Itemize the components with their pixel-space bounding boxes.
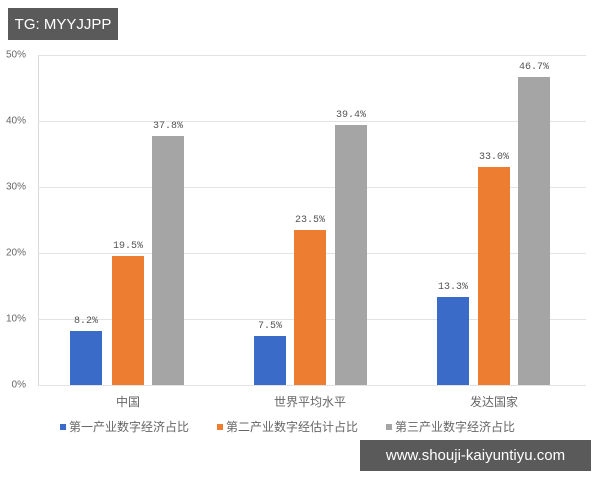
legend-item-series3: 第三产业数字经济占比 <box>386 418 515 435</box>
y-tick-label: 20% <box>5 247 26 259</box>
x-category-label: 中国 <box>115 395 141 409</box>
gridline <box>38 121 586 122</box>
legend-label: 第一产业数字经济占比 <box>69 420 190 434</box>
bar-value-label: 8.2% <box>73 315 99 327</box>
gridline <box>38 385 586 386</box>
y-tick-label: 30% <box>5 181 26 193</box>
legend-item-series2: 第二产业数字经估计占比 <box>217 418 358 435</box>
bar-series3 <box>152 135 184 385</box>
legend-swatch-icon <box>386 423 393 430</box>
bar-value-label: 39.4% <box>335 109 367 121</box>
top-watermark-badge: TG: MYYJJPP <box>8 8 118 40</box>
bar-series1 <box>70 330 102 385</box>
gridline <box>38 187 586 188</box>
bar-value-label: 23.5% <box>294 214 326 226</box>
legend-swatch-icon <box>217 423 224 430</box>
bottom-watermark-badge: www.shouji-kaiyuntiyu.com <box>360 440 591 471</box>
y-axis-line <box>38 55 39 385</box>
chart-legend: 第一产业数字经济占比 第二产业数字经估计占比 第三产业数字经济占比 <box>60 418 515 435</box>
bar-series3 <box>518 76 550 385</box>
chart-plot-area: 8.2% 19.5% 37.8% 7.5% 23.5% 39.4% 13.3% 33.0% 46… <box>38 55 586 386</box>
bar-series2 <box>112 256 144 385</box>
y-tick-label: 40% <box>5 115 26 127</box>
bar-value-label: 37.8% <box>152 120 184 132</box>
bar-value-label: 33.0% <box>478 152 510 164</box>
legend-swatch-icon <box>60 423 66 430</box>
x-category-label: 发达国家 <box>469 395 519 409</box>
bar-series3 <box>335 124 367 385</box>
x-category-label: 世界平均水平 <box>273 395 347 409</box>
y-tick-label: 0% <box>11 379 26 391</box>
y-tick-label: 50% <box>5 49 26 61</box>
y-tick-label: 10% <box>5 313 26 325</box>
bar-value-label: 13.3% <box>437 282 469 294</box>
bar-series1 <box>254 335 286 385</box>
bar-series2 <box>294 229 326 385</box>
bar-value-label: 46.7% <box>518 61 550 73</box>
bar-series1 <box>437 297 469 385</box>
bar-value-label: 19.5% <box>112 241 144 253</box>
legend-label: 第三产业数字经济占比 <box>395 420 516 434</box>
legend-item-series1: 第一产业数字经济占比 <box>60 418 189 435</box>
legend-label: 第二产业数字经估计占比 <box>226 420 359 434</box>
bar-series2 <box>478 167 510 385</box>
bar-value-label: 7.5% <box>257 320 283 332</box>
gridline <box>38 55 586 56</box>
